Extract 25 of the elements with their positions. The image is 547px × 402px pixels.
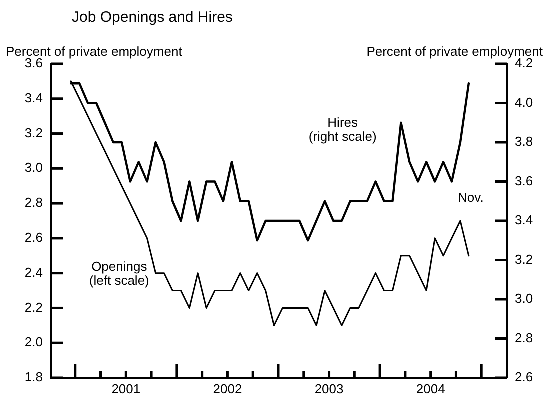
- x-tick-label: 2001: [112, 381, 141, 396]
- y2-tick-label: 2.6: [515, 370, 534, 385]
- series-label: Openings (left scale): [89, 259, 150, 288]
- y2-tick-label: 3.6: [515, 173, 534, 188]
- y-tick-label: 2.0: [24, 334, 43, 350]
- y2-tick-label: 3.2: [515, 252, 534, 267]
- chart-title: Job Openings and Hires: [72, 9, 233, 26]
- y-tick-label: 2.4: [24, 264, 43, 280]
- x-tick-label: 2004: [416, 381, 446, 396]
- y-tick-label: 1.8: [24, 370, 43, 385]
- y-tick-label: 3.0: [24, 160, 43, 176]
- y-tick-label: 2.6: [24, 230, 43, 246]
- y-tick-label: 2.8: [24, 195, 43, 210]
- y2-tick-label: 2.8: [515, 330, 534, 346]
- y2-tick-label: 3.0: [515, 291, 534, 306]
- y2-tick-label: 4.0: [515, 94, 534, 110]
- y2-tick-label: 3.4: [515, 212, 534, 228]
- annotation: Nov.: [458, 190, 484, 206]
- x-tick-label: 2003: [314, 381, 344, 396]
- y2-tick-label: 3.8: [515, 134, 534, 150]
- series-label: Hires (right scale): [308, 114, 377, 144]
- y-tick-label: 3.4: [24, 90, 43, 106]
- y-tick-label: 3.2: [24, 125, 43, 140]
- x-tick-label: 2002: [213, 381, 242, 396]
- y-tick-label: 2.2: [24, 300, 43, 315]
